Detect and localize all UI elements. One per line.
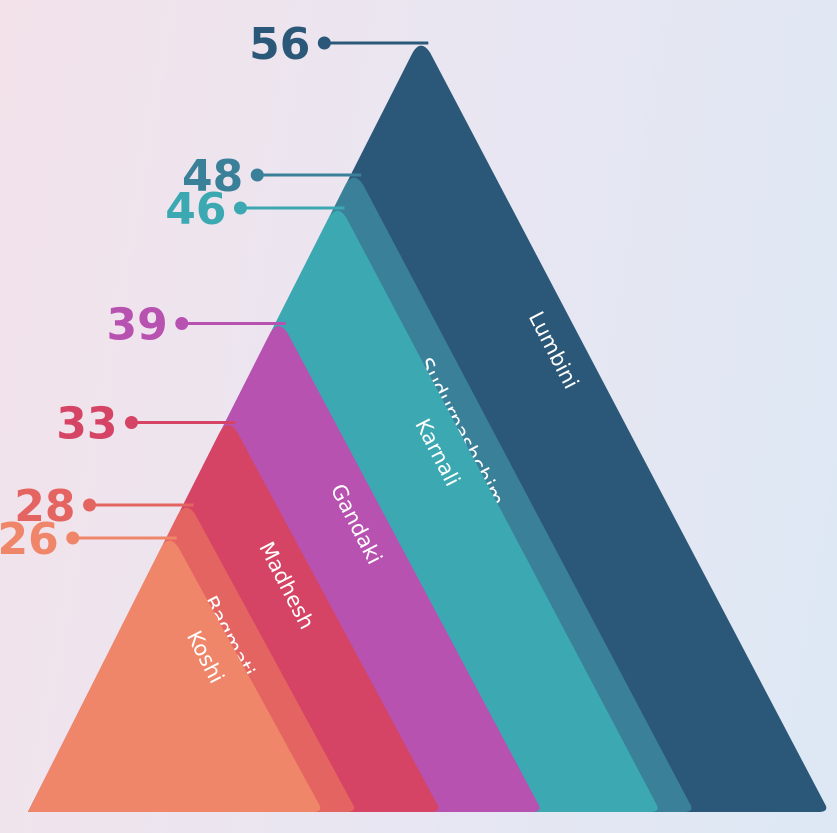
pyramid-layer-koshi	[28, 540, 321, 812]
value-label-gandaki: 39	[107, 300, 168, 351]
value-leader-dot	[317, 36, 331, 50]
value-label-lumbini: 56	[249, 19, 310, 70]
value-label-karnali: 46	[165, 184, 226, 235]
value-leader-dot	[66, 531, 80, 545]
value-leader-dot	[250, 168, 264, 182]
value-label-sudurpashchim: 48	[182, 151, 243, 202]
value-leader-dot	[124, 416, 138, 429]
value-leader-dot	[233, 201, 247, 215]
value-label-koshi: 26	[0, 514, 59, 565]
value-label-madhesh: 33	[56, 399, 117, 450]
value-leader-dot	[83, 498, 97, 512]
value-label-bagmati: 28	[14, 481, 75, 532]
value-leader-dot	[175, 317, 189, 330]
